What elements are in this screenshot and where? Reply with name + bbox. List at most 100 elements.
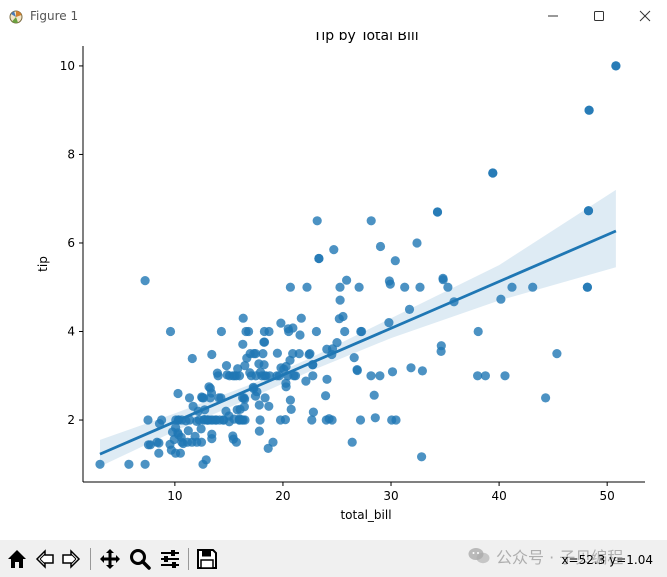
- scatter-point: [384, 276, 394, 286]
- scatter-point: [322, 374, 332, 384]
- scatter-point: [312, 216, 322, 226]
- scatter-point: [275, 415, 286, 425]
- scatter-point: [302, 282, 312, 292]
- scatter-point: [335, 295, 345, 305]
- scatter-point: [354, 282, 364, 292]
- scatter-point: [406, 363, 416, 373]
- scatter-point: [143, 415, 153, 425]
- configure-subplots-button[interactable]: [157, 546, 183, 572]
- scatter-point: [284, 326, 294, 337]
- scatter-point: [390, 256, 400, 266]
- scatter-point: [258, 349, 268, 359]
- figure-canvas[interactable]: 10 20 30 40 50 2 4 6 8 10 Tip by Total Bill total…: [0, 32, 667, 540]
- scatter-point: [370, 413, 380, 423]
- scatter-point: [254, 426, 264, 436]
- pan-move-icon: [100, 549, 120, 569]
- scatter-point: [314, 253, 324, 264]
- close-button[interactable]: [622, 0, 667, 32]
- scatter-point: [207, 434, 217, 444]
- regression-line: [99, 229, 617, 456]
- scatter-point: [238, 339, 248, 349]
- scatter-point: [205, 393, 215, 403]
- scatter-point: [259, 337, 269, 347]
- scatter-point: [329, 245, 339, 255]
- home-button[interactable]: [4, 546, 30, 572]
- scatter-point: [366, 371, 376, 381]
- scatter-point: [307, 415, 317, 425]
- scatter-point: [438, 275, 448, 285]
- scatter-point: [196, 424, 206, 434]
- zoom-button[interactable]: [127, 546, 153, 572]
- scatter-point: [140, 459, 150, 469]
- minimize-button[interactable]: [530, 0, 576, 32]
- scatter-point: [140, 276, 150, 286]
- scatter-point: [231, 437, 241, 447]
- back-button[interactable]: [32, 546, 58, 572]
- scatter-point: [229, 414, 239, 424]
- maximize-button[interactable]: [576, 0, 622, 32]
- scatter-point: [528, 282, 538, 292]
- minimize-icon: [548, 15, 558, 17]
- scatter-point: [171, 448, 181, 458]
- scatter-point: [496, 294, 506, 304]
- y-axis-label: tip: [36, 256, 50, 272]
- scatter-point: [349, 353, 359, 363]
- x-tick-label: 50: [600, 489, 615, 503]
- y-tick-label: 6: [67, 236, 75, 250]
- scatter-point: [265, 371, 275, 381]
- toolbar-separator: [90, 548, 91, 570]
- scatter-point: [480, 371, 490, 381]
- chart-title: Tip by Total Bill: [312, 32, 418, 44]
- scatter-point: [500, 371, 510, 381]
- save-button[interactable]: [194, 546, 220, 572]
- scatter-point: [321, 391, 331, 401]
- scatter-point: [254, 400, 264, 410]
- forward-button[interactable]: [58, 546, 84, 572]
- scatter-point: [154, 448, 164, 458]
- scatter-point: [321, 415, 331, 425]
- scatter-point: [230, 371, 240, 381]
- scatter-point: [404, 304, 415, 314]
- scatter-point: [301, 376, 311, 386]
- scatter-point: [124, 459, 134, 469]
- scatter-point: [387, 415, 397, 425]
- scatter-point: [552, 349, 562, 359]
- y-tick-label: 10: [60, 59, 75, 73]
- scatter-point: [165, 326, 176, 337]
- scatter-point: [417, 366, 427, 376]
- scatter-point: [95, 459, 105, 469]
- forward-arrow-icon: [62, 549, 81, 569]
- scatter-point: [583, 206, 594, 216]
- scatter-point: [264, 401, 274, 411]
- watermark: 公众号 · 子贝编程: [468, 544, 623, 568]
- scatter-point: [145, 440, 155, 450]
- x-tick-label: 30: [383, 489, 398, 503]
- scatter-point: [415, 282, 425, 292]
- pan-button[interactable]: [97, 546, 123, 572]
- scatter-point: [541, 393, 551, 403]
- scatter-point: [285, 395, 295, 405]
- home-icon: [8, 550, 26, 568]
- scatter-point: [216, 326, 226, 337]
- scatter-point: [196, 437, 207, 447]
- watermark-text: 公众号 · 子贝编程: [496, 548, 624, 567]
- maximize-icon: [594, 11, 604, 21]
- scatter-point: [272, 348, 282, 358]
- scatter-point: [202, 415, 212, 425]
- scatter-point: [239, 402, 249, 412]
- scatter-point: [473, 371, 483, 381]
- scatter-point: [432, 207, 443, 217]
- y-tick-label: 8: [67, 147, 75, 161]
- scatter-point: [288, 349, 298, 359]
- scatter-point: [221, 361, 232, 371]
- sliders-icon: [161, 550, 179, 568]
- x-tick-label: 10: [167, 489, 182, 503]
- scatter-point: [268, 437, 278, 447]
- y-tick-label: 4: [67, 325, 75, 339]
- scatter-point: [242, 353, 252, 363]
- cursor-coordinates: x=52.3 y=1.04: [561, 553, 653, 567]
- window-title: Figure 1: [30, 9, 79, 23]
- scatter-point: [611, 61, 621, 71]
- scatter-point: [259, 360, 269, 370]
- scatter-point: [412, 238, 422, 248]
